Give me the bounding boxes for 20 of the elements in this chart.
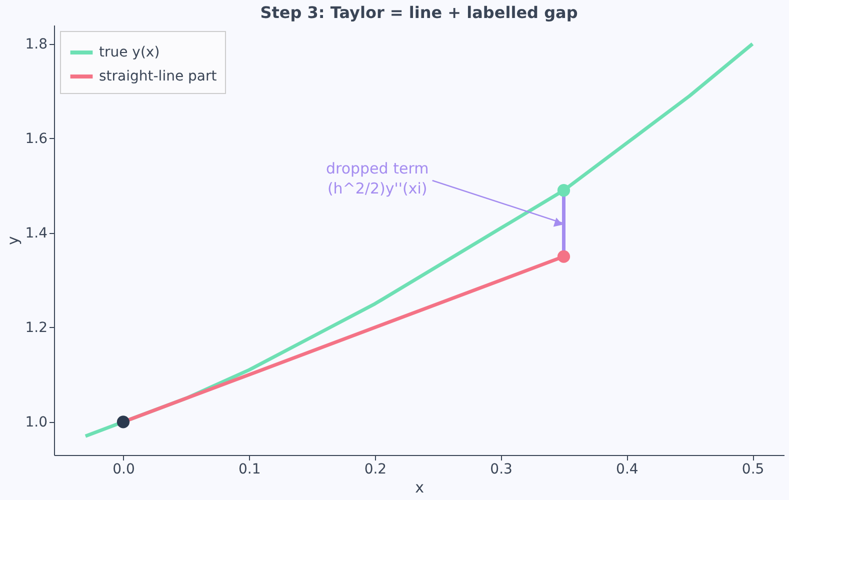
y-axis-title: y <box>4 236 22 245</box>
y-tick-label: 1.0 <box>25 414 48 430</box>
x-axis-title: x <box>415 478 424 496</box>
point <box>557 184 570 197</box>
point <box>116 416 130 428</box>
x-tick-label: 0.4 <box>616 462 638 478</box>
chart-title: Step 3: Taylor = line + labelled gap <box>260 3 578 22</box>
legend-label: true y(x) <box>99 44 160 60</box>
y-tick-label: 1.6 <box>25 130 48 147</box>
y-tick-label: 1.2 <box>25 320 48 336</box>
legend-label: straight-line part <box>99 68 218 84</box>
annotation: dropped term (h^2/2)y''(xi) <box>326 159 429 198</box>
x-tick-label: 0.1 <box>238 462 261 478</box>
y-tick-label: 1.8 <box>25 36 48 52</box>
x-tick-label: 0.5 <box>742 462 764 478</box>
x-tick-label: 0.2 <box>364 462 387 478</box>
point <box>557 250 570 263</box>
y-tick-label: 1.4 <box>25 225 48 242</box>
x-tick-label: 0.0 <box>112 462 135 478</box>
x-tick-label: 0.3 <box>490 462 512 478</box>
